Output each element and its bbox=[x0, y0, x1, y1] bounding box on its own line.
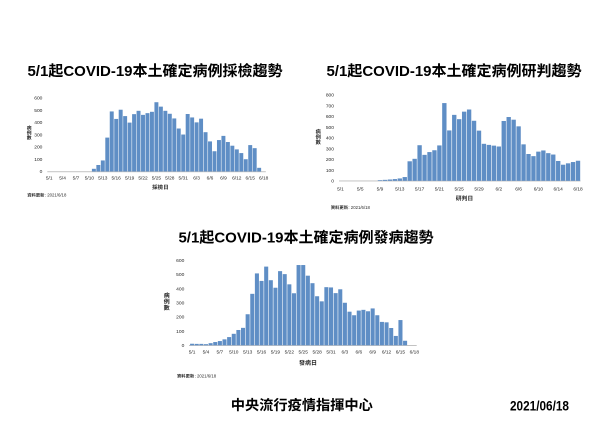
svg-text:6/14: 6/14 bbox=[554, 186, 564, 192]
svg-text:6/18: 6/18 bbox=[259, 175, 269, 181]
svg-text:100: 100 bbox=[326, 168, 334, 174]
svg-text:5/19: 5/19 bbox=[271, 350, 281, 356]
svg-text:700: 700 bbox=[326, 103, 334, 109]
svg-text:5/7: 5/7 bbox=[217, 350, 224, 356]
svg-text:5/10: 5/10 bbox=[85, 175, 95, 181]
svg-text:: 2021/6/18: : 2021/6/18 bbox=[195, 374, 217, 379]
svg-text:5/4: 5/4 bbox=[203, 350, 210, 356]
svg-text:5/17: 5/17 bbox=[415, 186, 425, 192]
svg-text:5/19: 5/19 bbox=[125, 175, 135, 181]
svg-text:6/15: 6/15 bbox=[246, 175, 256, 181]
svg-text:6/6: 6/6 bbox=[207, 175, 214, 181]
svg-text:6/6: 6/6 bbox=[355, 350, 362, 356]
svg-text:5/29: 5/29 bbox=[474, 186, 484, 192]
svg-text:200: 200 bbox=[34, 145, 42, 151]
svg-text:300: 300 bbox=[176, 300, 184, 306]
svg-text:5/4: 5/4 bbox=[59, 175, 66, 181]
svg-text:6/9: 6/9 bbox=[369, 350, 376, 356]
svg-text:100: 100 bbox=[34, 157, 42, 163]
svg-text:5/1: 5/1 bbox=[189, 350, 196, 356]
svg-text:0: 0 bbox=[182, 343, 185, 349]
svg-text:5/16: 5/16 bbox=[112, 175, 122, 181]
svg-text:6/9: 6/9 bbox=[220, 175, 227, 181]
svg-text:6/3: 6/3 bbox=[342, 350, 349, 356]
svg-text:200: 200 bbox=[176, 315, 184, 321]
svg-text:5/1: 5/1 bbox=[337, 186, 344, 192]
svg-text:600: 600 bbox=[326, 114, 334, 120]
svg-text:100: 100 bbox=[176, 329, 184, 335]
svg-text:5/28: 5/28 bbox=[312, 350, 322, 356]
svg-text:5/31: 5/31 bbox=[326, 350, 336, 356]
svg-text:5/16: 5/16 bbox=[257, 350, 267, 356]
svg-text:6/10: 6/10 bbox=[534, 186, 544, 192]
svg-text:5/31: 5/31 bbox=[179, 175, 189, 181]
svg-text:5/13: 5/13 bbox=[98, 175, 108, 181]
svg-text:400: 400 bbox=[326, 136, 334, 142]
svg-text:5/1: 5/1 bbox=[326, 63, 347, 80]
svg-text:5/25: 5/25 bbox=[152, 175, 162, 181]
svg-text:500: 500 bbox=[176, 272, 184, 278]
svg-text:6/12: 6/12 bbox=[232, 175, 242, 181]
svg-text:5/7: 5/7 bbox=[73, 175, 80, 181]
svg-text:2021/06/18: 2021/06/18 bbox=[510, 399, 569, 415]
svg-text:6/3: 6/3 bbox=[193, 175, 200, 181]
svg-text:6/18: 6/18 bbox=[410, 350, 420, 356]
svg-text:0: 0 bbox=[331, 179, 334, 185]
svg-text:6/15: 6/15 bbox=[396, 350, 406, 356]
svg-text:500: 500 bbox=[34, 108, 42, 114]
svg-text:5/10: 5/10 bbox=[229, 350, 239, 356]
svg-text:5/13: 5/13 bbox=[395, 186, 405, 192]
svg-text:800: 800 bbox=[326, 93, 334, 99]
svg-text:5/1: 5/1 bbox=[27, 63, 48, 80]
svg-text:: 2021/6/18: : 2021/6/18 bbox=[45, 193, 67, 198]
svg-text:6/6: 6/6 bbox=[515, 186, 522, 192]
svg-text:0: 0 bbox=[40, 169, 43, 175]
svg-text:5/1: 5/1 bbox=[178, 230, 199, 247]
svg-text:5/9: 5/9 bbox=[377, 186, 384, 192]
svg-text:6/12: 6/12 bbox=[382, 350, 392, 356]
svg-text:COVID-19: COVID-19 bbox=[214, 230, 283, 247]
svg-text:400: 400 bbox=[176, 286, 184, 292]
svg-text:: 2021/6/18: : 2021/6/18 bbox=[348, 205, 370, 210]
svg-text:5/5: 5/5 bbox=[357, 186, 364, 192]
svg-text:5/28: 5/28 bbox=[165, 175, 175, 181]
svg-text:5/22: 5/22 bbox=[285, 350, 295, 356]
svg-text:600: 600 bbox=[34, 96, 42, 102]
svg-text:5/25: 5/25 bbox=[455, 186, 465, 192]
svg-text:300: 300 bbox=[34, 132, 42, 138]
svg-text:600: 600 bbox=[176, 258, 184, 264]
svg-text:COVID-19: COVID-19 bbox=[362, 63, 431, 80]
svg-text:5/1: 5/1 bbox=[46, 175, 53, 181]
svg-text:COVID-19: COVID-19 bbox=[63, 63, 132, 80]
svg-text:5/22: 5/22 bbox=[138, 175, 148, 181]
svg-text:5/21: 5/21 bbox=[435, 186, 445, 192]
svg-text:500: 500 bbox=[326, 125, 334, 131]
svg-text:6/2: 6/2 bbox=[495, 186, 502, 192]
svg-text:400: 400 bbox=[34, 120, 42, 126]
svg-text:300: 300 bbox=[326, 146, 334, 152]
svg-text:6/18: 6/18 bbox=[573, 186, 583, 192]
svg-text:5/25: 5/25 bbox=[299, 350, 309, 356]
svg-text:200: 200 bbox=[326, 157, 334, 163]
svg-text:5/13: 5/13 bbox=[243, 350, 253, 356]
